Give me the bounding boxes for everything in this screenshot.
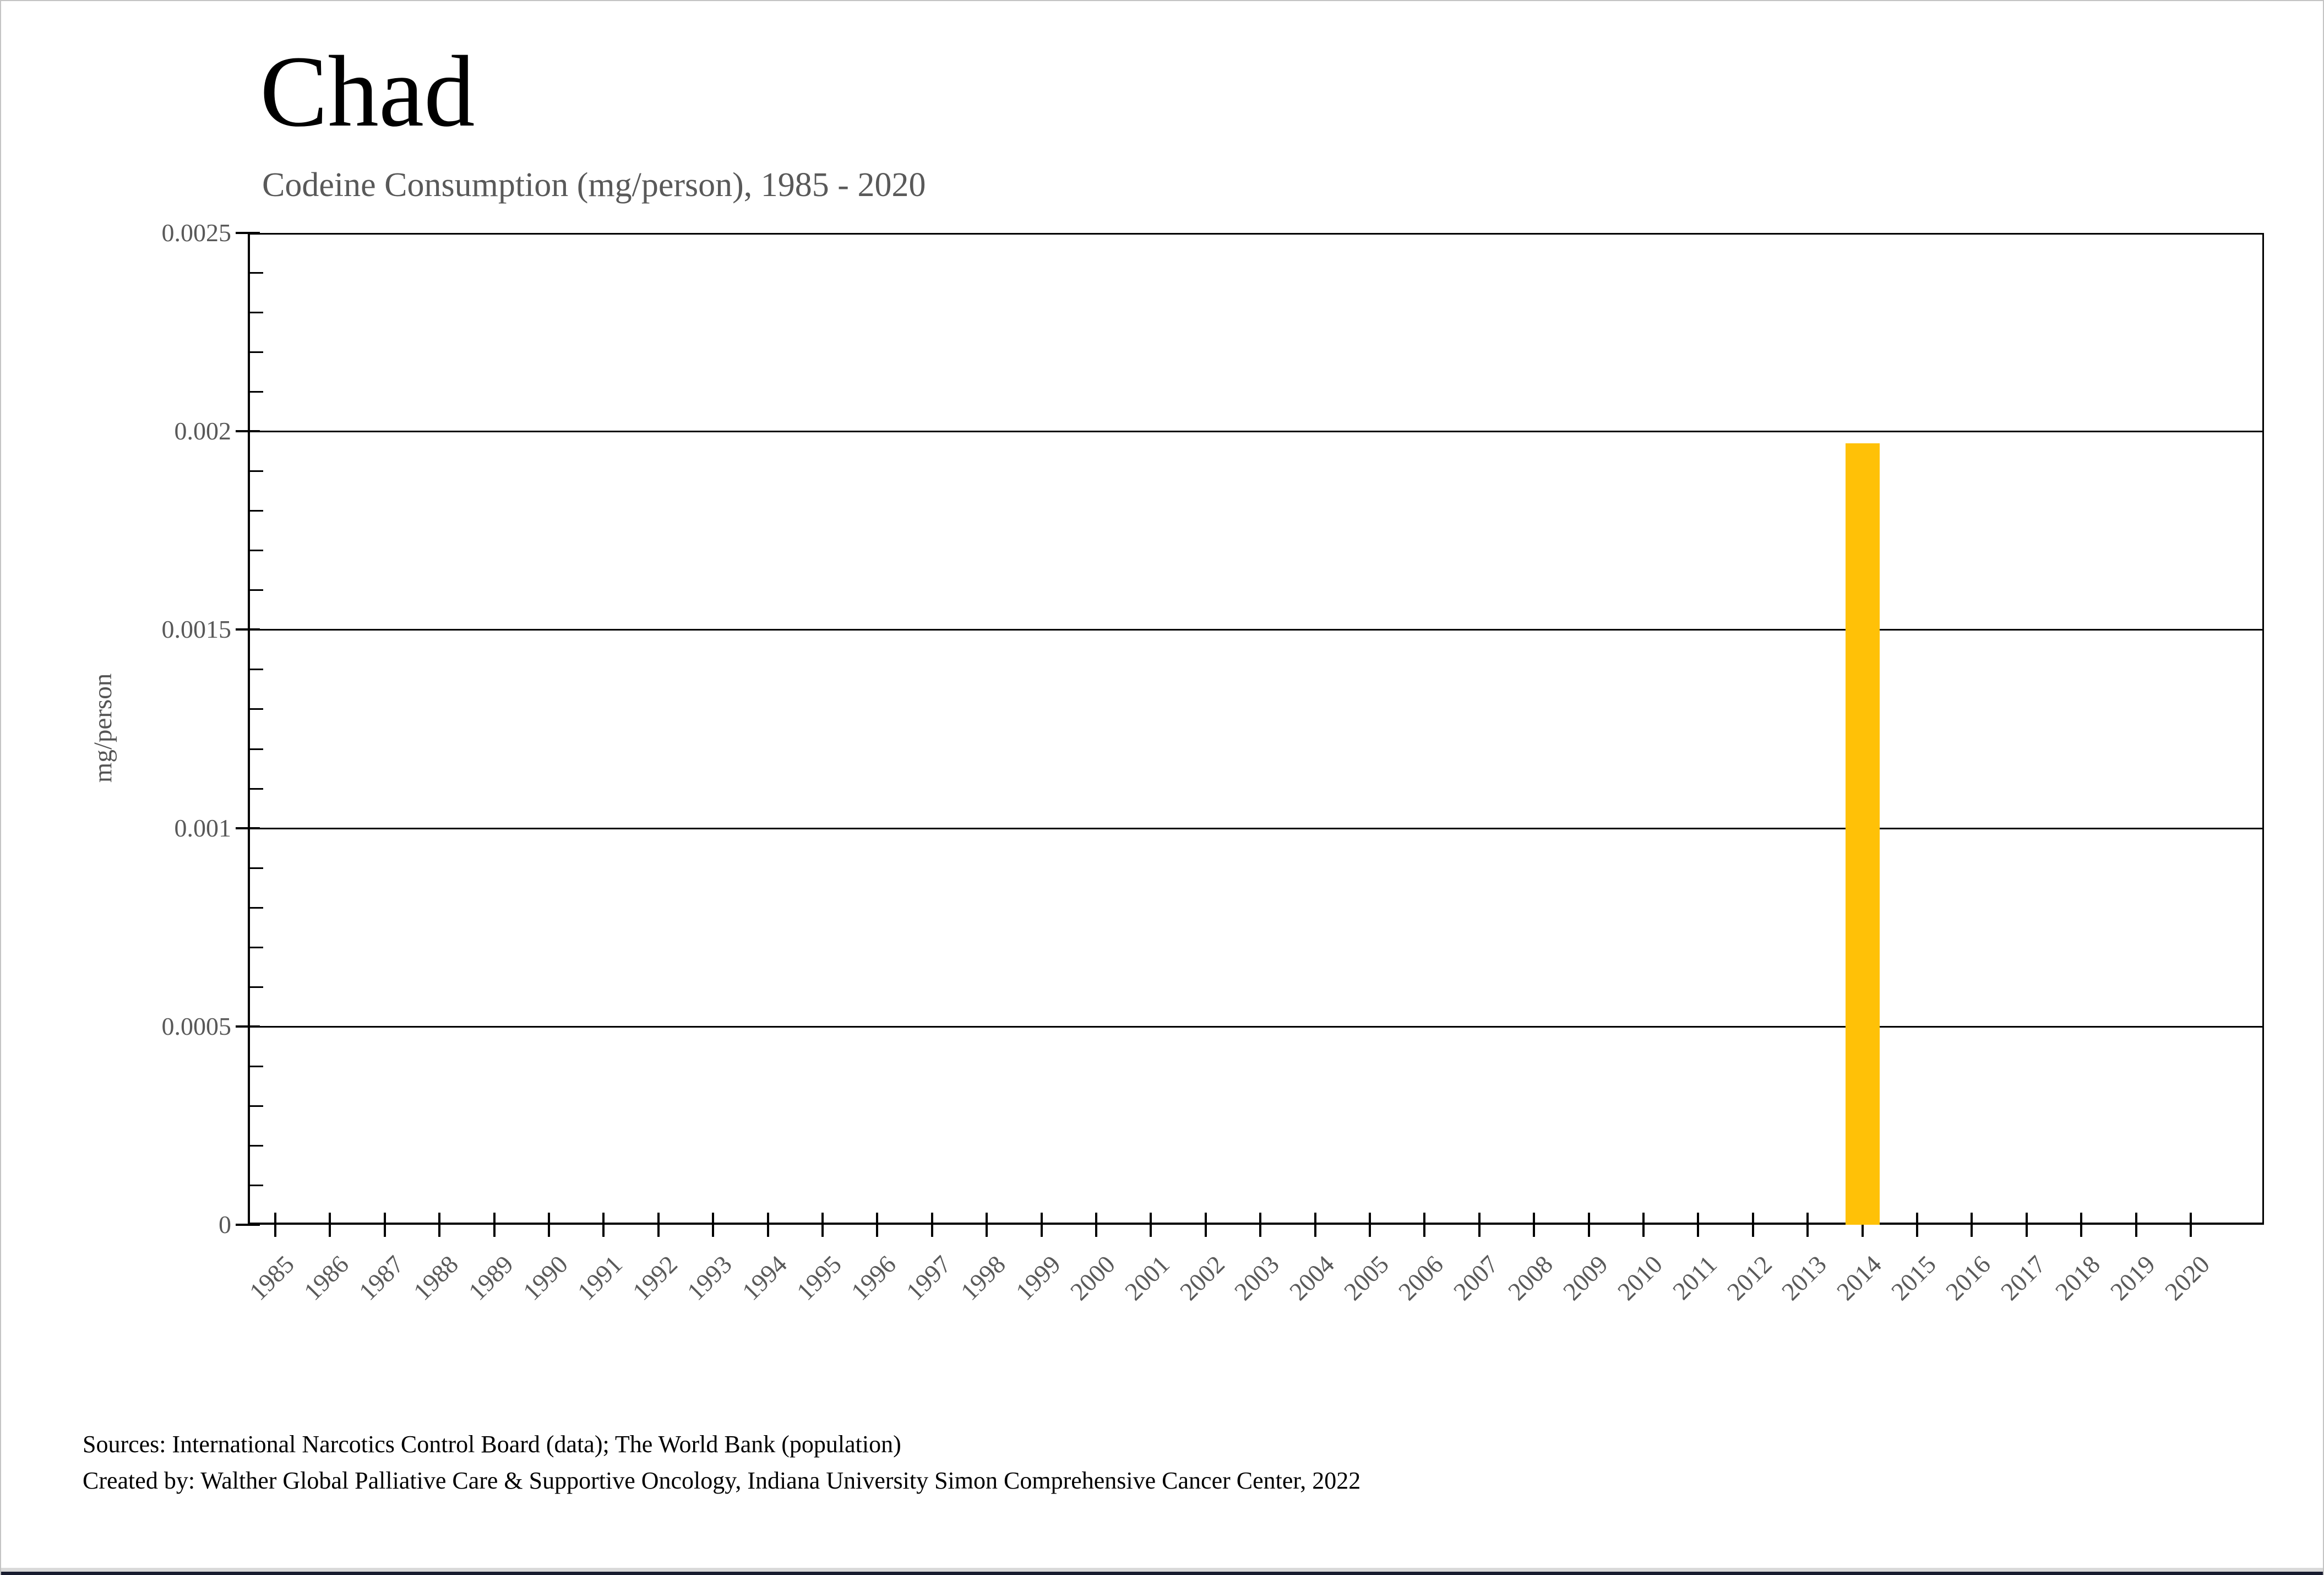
chart-title: Chad xyxy=(260,35,475,148)
x-major-tick xyxy=(383,1213,386,1237)
y-minor-tick xyxy=(249,748,263,750)
bottom-strip-light xyxy=(1,1568,2323,1572)
x-major-tick xyxy=(1806,1213,1809,1237)
x-major-tick xyxy=(1478,1213,1481,1237)
y-gridline xyxy=(248,629,2264,631)
y-tick-label: 0.0005 xyxy=(161,1012,232,1040)
x-major-tick xyxy=(712,1213,715,1237)
x-major-tick xyxy=(1971,1213,1973,1237)
x-major-tick xyxy=(1861,1213,1864,1237)
x-major-tick xyxy=(329,1213,331,1237)
y-gridline xyxy=(248,827,2264,829)
y-minor-tick xyxy=(249,906,263,909)
y-tick-label: 0 xyxy=(219,1210,231,1239)
y-minor-tick xyxy=(249,1144,263,1147)
x-major-tick xyxy=(1533,1213,1536,1237)
y-tick-label: 0.0025 xyxy=(161,219,232,247)
y-minor-tick xyxy=(249,510,263,512)
x-major-tick xyxy=(1095,1213,1097,1237)
y-minor-tick xyxy=(249,550,263,552)
x-major-tick xyxy=(1642,1213,1645,1237)
x-major-tick xyxy=(821,1213,824,1237)
y-tick-label: 0.002 xyxy=(174,417,232,446)
x-major-tick xyxy=(2025,1213,2028,1237)
x-major-tick xyxy=(1697,1213,1700,1237)
x-major-tick xyxy=(438,1213,441,1237)
y-minor-tick xyxy=(249,312,263,314)
footer-credit-line: Created by: Walther Global Palliative Ca… xyxy=(83,1467,1361,1494)
y-major-tick xyxy=(236,827,260,829)
x-major-tick xyxy=(1423,1213,1426,1237)
y-minor-tick xyxy=(249,1184,263,1186)
y-major-tick xyxy=(236,628,260,631)
y-minor-tick xyxy=(249,589,263,591)
y-minor-tick xyxy=(249,708,263,710)
y-major-tick xyxy=(236,430,260,433)
x-major-tick xyxy=(657,1213,660,1237)
x-major-tick xyxy=(493,1213,496,1237)
y-minor-tick xyxy=(249,1065,263,1067)
chart-subtitle: Codeine Consumption (mg/person), 1985 - … xyxy=(262,166,926,204)
x-major-tick xyxy=(602,1213,605,1237)
bottom-strip-dark xyxy=(1,1572,2323,1575)
y-axis-title: mg/person xyxy=(89,673,117,783)
x-major-tick xyxy=(1204,1213,1207,1237)
x-major-tick xyxy=(1150,1213,1152,1237)
x-major-tick xyxy=(2080,1213,2083,1237)
y-minor-tick xyxy=(249,470,263,472)
y-minor-tick xyxy=(249,1105,263,1107)
y-minor-tick xyxy=(249,391,263,393)
x-major-tick xyxy=(548,1213,550,1237)
footer-sources-line: Sources: International Narcotics Control… xyxy=(83,1431,901,1458)
plot-frame xyxy=(248,233,2264,1225)
y-major-tick xyxy=(236,232,260,234)
x-major-tick xyxy=(1369,1213,1371,1237)
y-gridline xyxy=(248,1025,2264,1028)
x-major-tick xyxy=(766,1213,769,1237)
x-major-tick xyxy=(274,1213,276,1237)
y-tick-label: 0.0015 xyxy=(161,615,232,644)
x-major-tick xyxy=(1587,1213,1590,1237)
x-major-tick xyxy=(2135,1213,2137,1237)
y-minor-tick xyxy=(249,986,263,988)
y-minor-tick xyxy=(249,272,263,274)
x-major-tick xyxy=(930,1213,933,1237)
x-major-tick xyxy=(986,1213,988,1237)
y-minor-tick xyxy=(249,788,263,790)
y-minor-tick xyxy=(249,669,263,671)
y-minor-tick xyxy=(249,867,263,869)
y-major-tick xyxy=(236,1025,260,1028)
x-major-tick xyxy=(1916,1213,1918,1237)
x-major-tick xyxy=(876,1213,879,1237)
y-minor-tick xyxy=(249,946,263,948)
x-major-tick xyxy=(2190,1213,2192,1237)
y-gridline xyxy=(248,431,2264,433)
y-tick-label: 0.001 xyxy=(174,813,232,842)
bar-2014 xyxy=(1845,443,1880,1225)
footer: Sources: International Narcotics Control… xyxy=(83,1426,1360,1499)
x-major-tick xyxy=(1259,1213,1262,1237)
y-minor-tick xyxy=(249,351,263,354)
x-major-tick xyxy=(1040,1213,1043,1237)
y-major-tick xyxy=(236,1224,260,1226)
x-major-tick xyxy=(1314,1213,1316,1237)
x-major-tick xyxy=(1751,1213,1754,1237)
